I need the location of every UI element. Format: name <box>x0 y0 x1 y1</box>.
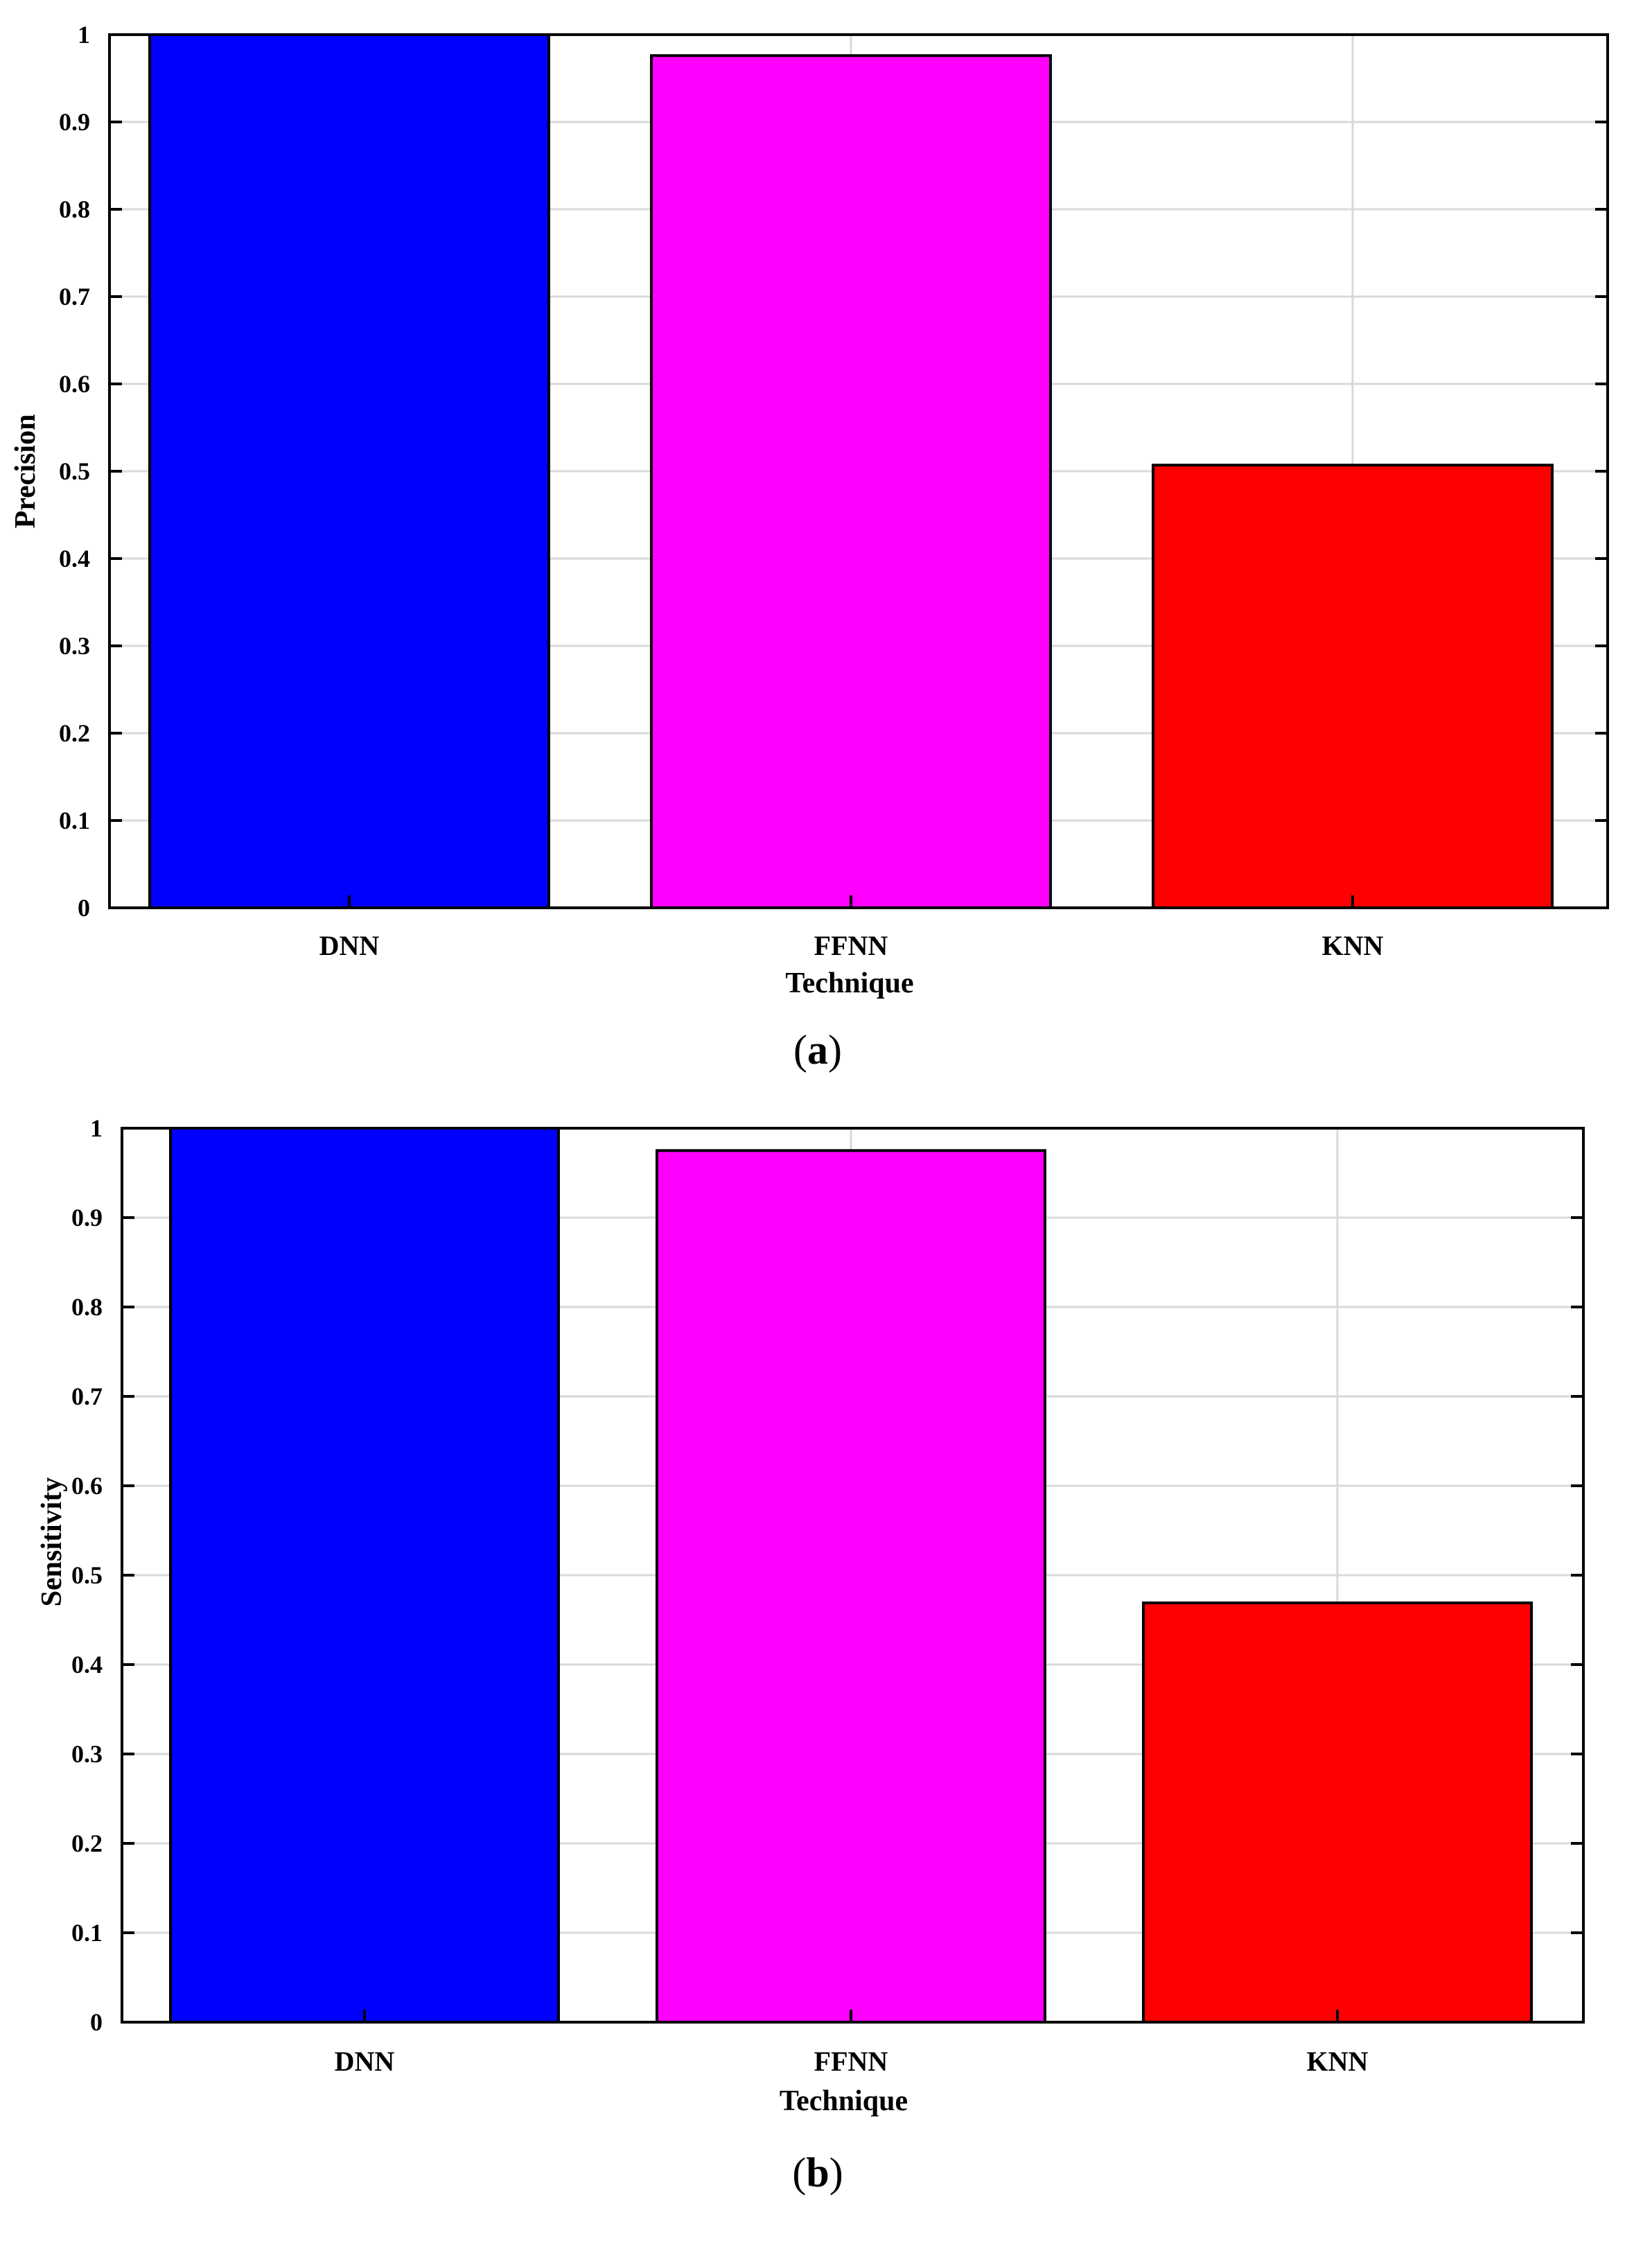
chart-panel-b: 0 0.1 0.2 0.3 0.4 0.5 0.6 0.7 0.8 0.9 1 DNN FFNN KNN T… <box>36 1114 1585 2195</box>
y-tick-label: 0.7 <box>59 283 90 310</box>
y-tick-label: 0.3 <box>59 632 90 660</box>
y-tick-label: 0.6 <box>59 370 90 398</box>
y-tick-label: 0.8 <box>59 195 90 223</box>
panel-label: (b) <box>792 2150 843 2195</box>
y-tick-label: 0.6 <box>71 1472 103 1500</box>
bar-dnn <box>148 33 550 909</box>
y-axis-title: Sensitivity <box>36 1477 68 1607</box>
y-tick-label: 0.9 <box>71 1204 103 1231</box>
y-tick-label: 0.7 <box>71 1383 103 1410</box>
x-axis-title: Technique <box>780 2085 908 2117</box>
y-tick-label: 0.9 <box>59 108 90 136</box>
bar-dnn <box>169 1127 560 2024</box>
y-tick-label: 0 <box>90 2008 103 2036</box>
x-tick-label: KNN <box>1307 2046 1369 2077</box>
y-tick-label: 0.5 <box>71 1561 103 1589</box>
y-tick-label: 0 <box>78 894 90 922</box>
y-tick-label: 0.8 <box>71 1293 103 1321</box>
x-tick-label: FFNN <box>814 930 888 961</box>
bar-ffnn <box>650 54 1052 910</box>
x-tick-label: DNN <box>335 2046 395 2077</box>
x-axis-title: Technique <box>785 967 913 999</box>
x-tick-label: KNN <box>1322 930 1384 961</box>
y-tick-label: 0.1 <box>59 807 90 834</box>
bar-ffnn <box>656 1149 1046 2024</box>
y-tick-label: 0.4 <box>71 1651 103 1678</box>
y-tick-label: 0.5 <box>59 457 90 485</box>
y-tick-label: 0.3 <box>71 1740 103 1768</box>
y-tick-label: 1 <box>90 1114 103 1142</box>
bar-knn <box>1152 464 1554 909</box>
panel-label: (a) <box>793 1027 842 1073</box>
x-tick-label: DNN <box>319 930 380 961</box>
y-tick-label: 0.2 <box>59 719 90 747</box>
y-tick-label: 0.1 <box>71 1919 103 1947</box>
bar-knn <box>1142 1601 1533 2024</box>
y-axis-title: Precision <box>10 414 42 529</box>
y-tick-label: 0.2 <box>71 1830 103 1857</box>
y-tick-label: 0.4 <box>59 545 90 572</box>
y-tick-label: 1 <box>78 21 90 49</box>
x-tick-label: FFNN <box>814 2046 888 2077</box>
chart-panel-a: 0 0.1 0.2 0.3 0.4 0.5 0.6 0.7 0.8 0.9 1 DNN FFNN KNN T… <box>10 21 1609 1073</box>
